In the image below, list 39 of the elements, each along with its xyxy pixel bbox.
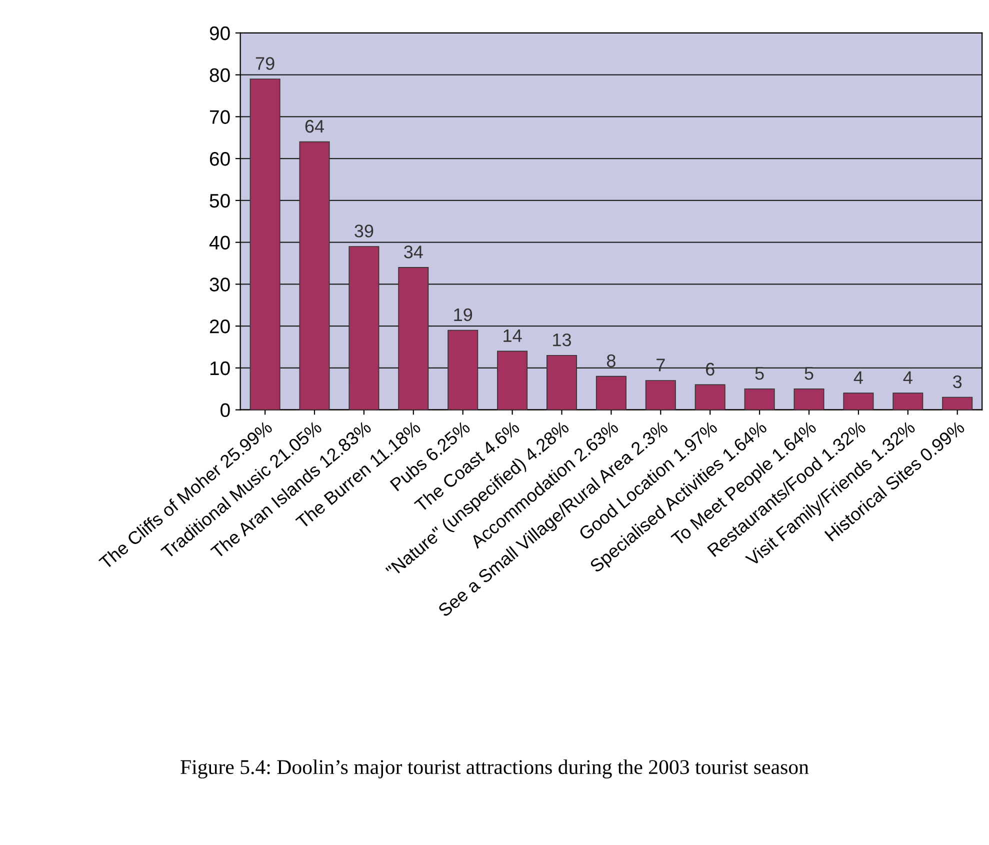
- y-tick-label: 40: [209, 236, 230, 250]
- y-tick-label: 80: [210, 68, 230, 82]
- bar: [645, 380, 676, 410]
- y-tick-label: 30: [210, 278, 230, 292]
- y-tick-label: 10: [210, 361, 230, 376]
- data-label: 34: [404, 246, 423, 258]
- data-label: 4: [854, 371, 863, 384]
- bar: [398, 267, 429, 410]
- bar: [892, 392, 924, 410]
- bar: [348, 246, 380, 410]
- y-tick-label: 0: [220, 403, 230, 418]
- bar: [546, 354, 578, 410]
- bar: [299, 141, 330, 410]
- bar: [794, 388, 824, 410]
- bar: [843, 392, 874, 410]
- y-tick-label: 50: [210, 194, 230, 208]
- bar: [744, 388, 775, 410]
- data-label: 5: [804, 367, 814, 380]
- bar: [596, 376, 626, 410]
- bar: [448, 330, 478, 410]
- data-label: 3: [953, 375, 962, 388]
- y-tick-label: 20: [210, 320, 230, 334]
- y-tick-label: 90: [210, 26, 230, 40]
- data-label: 19: [454, 308, 472, 322]
- data-label: 39: [354, 224, 374, 238]
- y-tick-label: 70: [210, 110, 230, 124]
- data-label: 64: [305, 120, 324, 133]
- data-label: 5: [755, 367, 764, 380]
- data-label: 4: [903, 371, 912, 384]
- data-label: 13: [553, 333, 571, 346]
- caption: Figure 5.4: Doolin’s major tourist attractions during the 2003 tourist season: [180, 759, 809, 778]
- bar: [250, 78, 280, 410]
- bar: [497, 350, 528, 410]
- data-label: 79: [256, 57, 274, 70]
- bar: [694, 384, 726, 410]
- y-tick-label: 60: [210, 152, 230, 166]
- bar: [942, 396, 973, 410]
- data-label: 8: [606, 354, 616, 368]
- data-label: 14: [504, 329, 522, 342]
